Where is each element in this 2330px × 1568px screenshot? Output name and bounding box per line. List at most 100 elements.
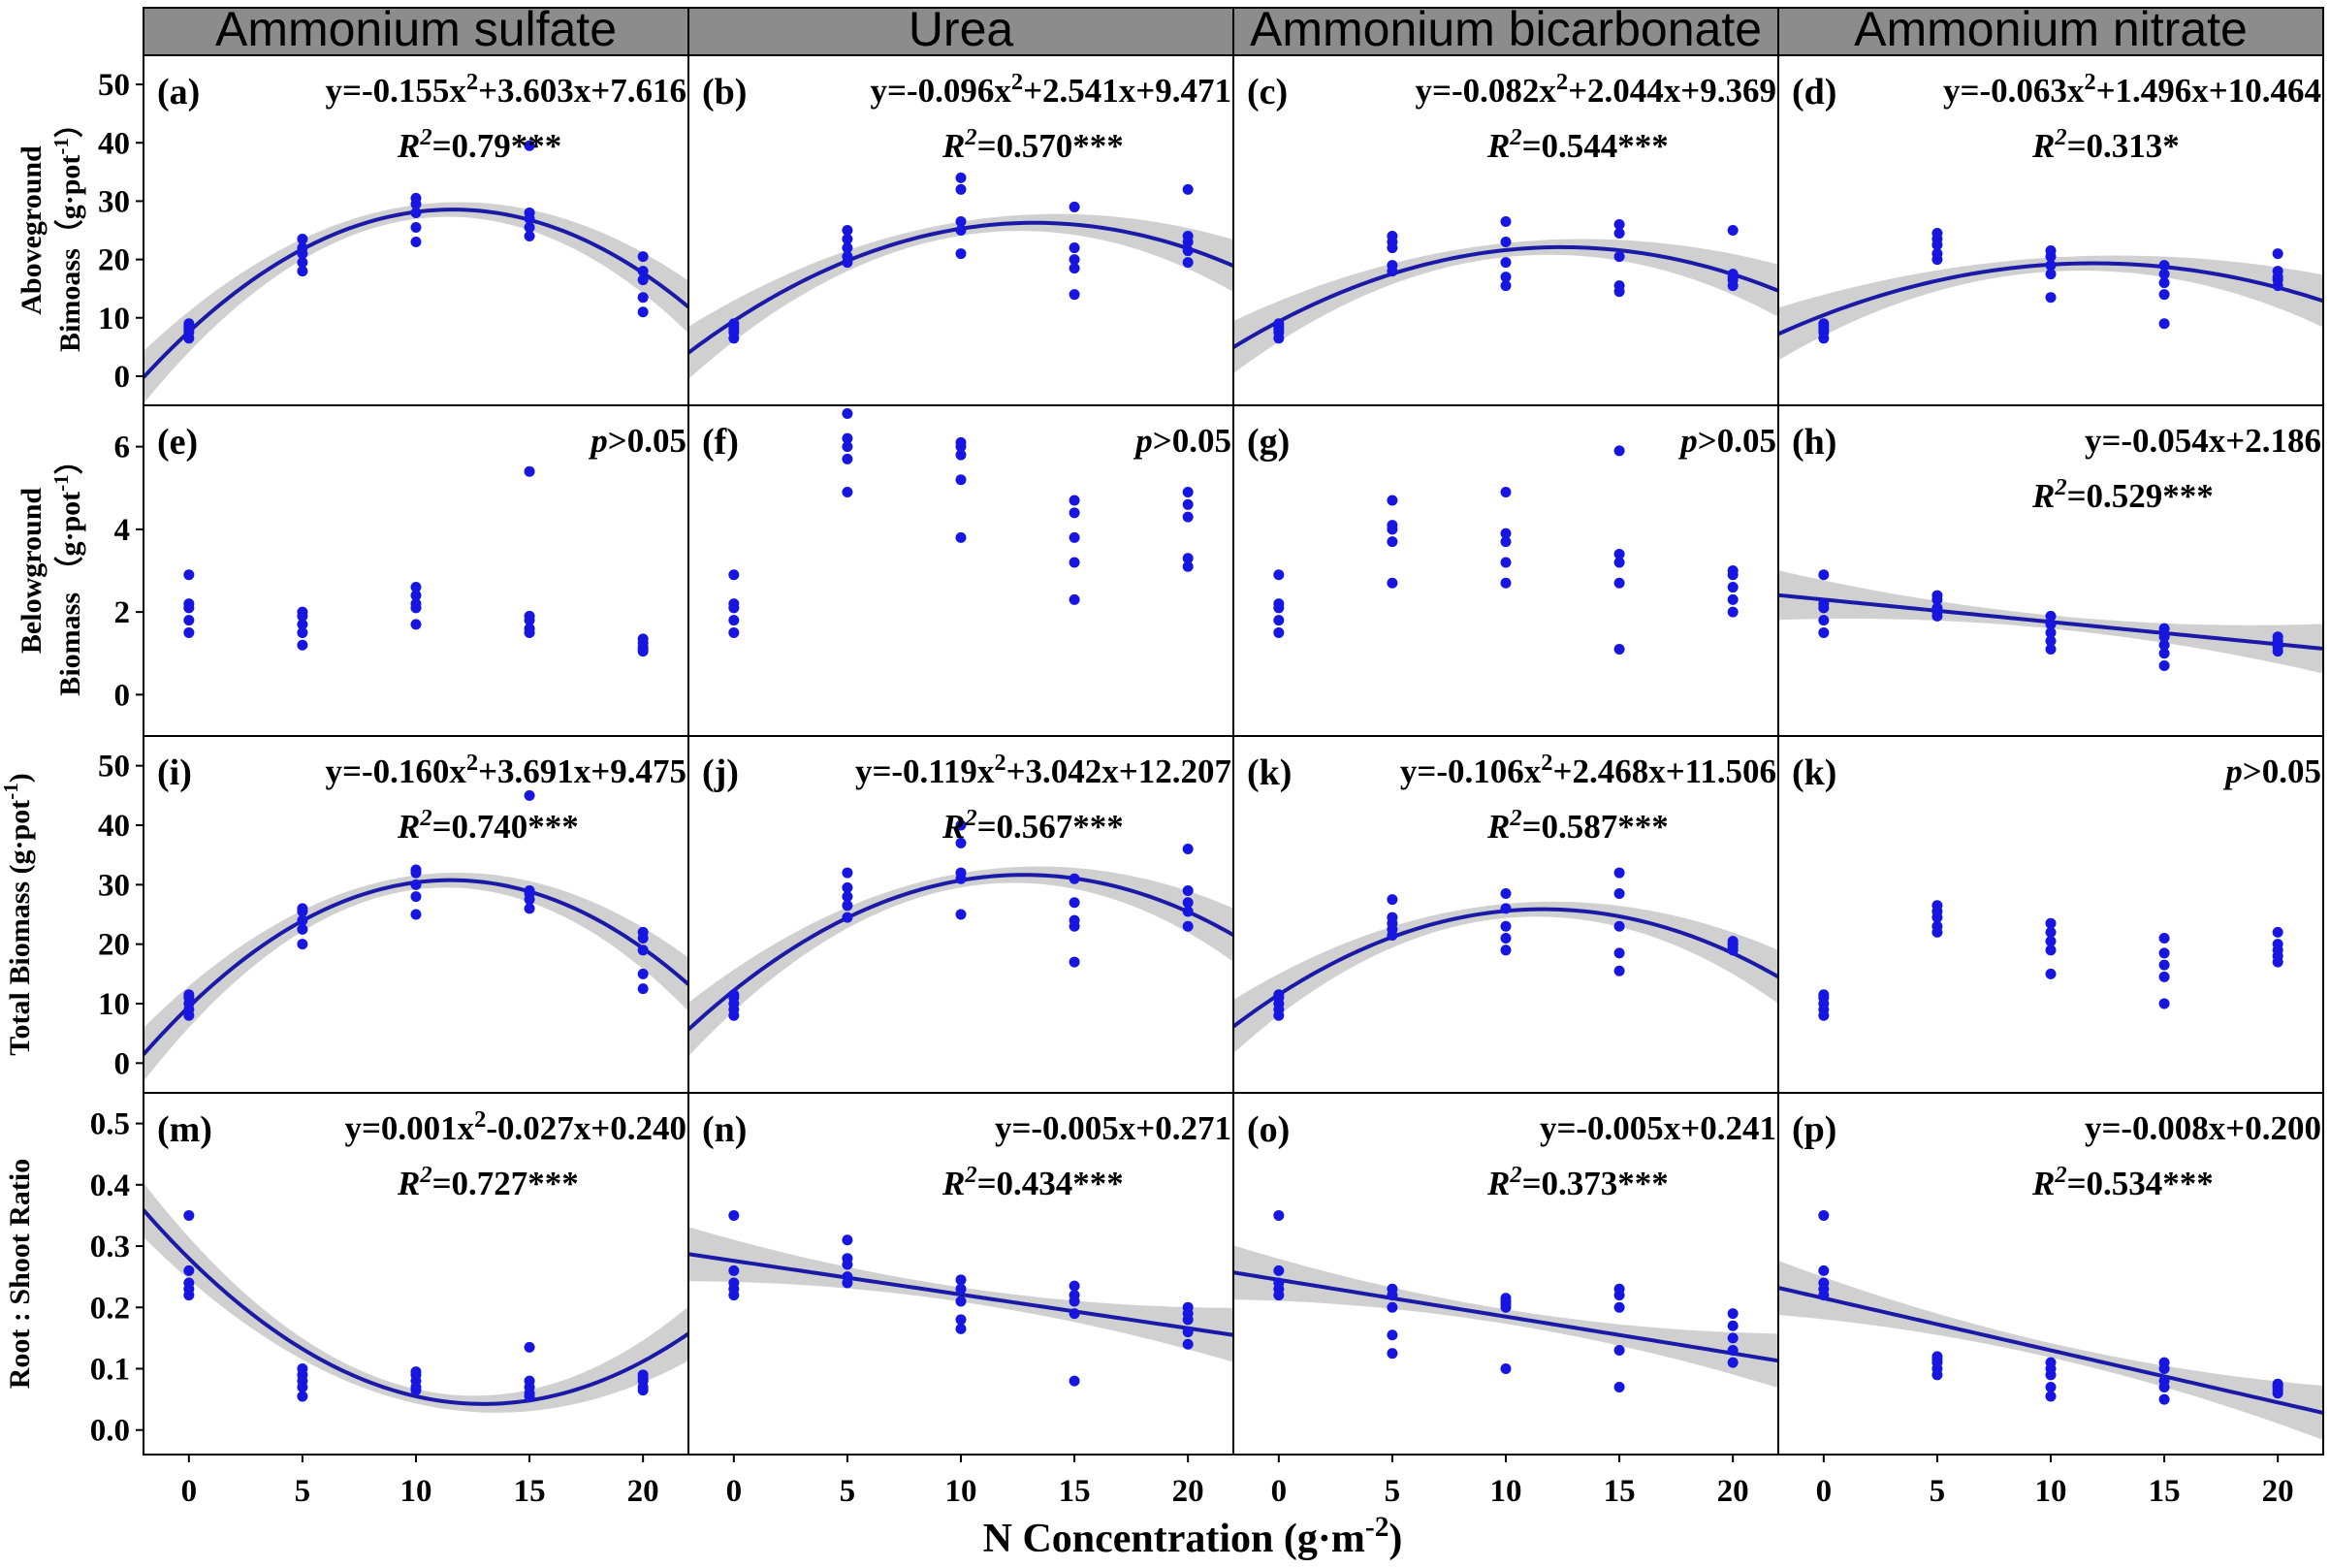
data-point xyxy=(524,789,535,801)
data-point xyxy=(842,225,853,236)
data-point xyxy=(842,242,853,254)
data-point xyxy=(1727,1308,1739,1320)
data-point xyxy=(410,864,422,876)
data-point xyxy=(1931,248,1943,260)
data-point xyxy=(1182,231,1194,242)
data-point xyxy=(1500,237,1512,248)
data-point xyxy=(2272,266,2283,277)
data-point xyxy=(1613,920,1625,932)
y-axis-label-line: Bimoass（g·pot-1） xyxy=(49,109,86,352)
data-point xyxy=(410,221,422,233)
r-squared: R2=0.544*** xyxy=(1486,124,1669,166)
data-point xyxy=(1069,242,1080,254)
data-point xyxy=(1613,557,1625,568)
strip-3 xyxy=(1777,7,2324,56)
fit-equation: y=-0.008x+0.200 xyxy=(2085,1109,2321,1147)
data-point xyxy=(1613,888,1625,900)
r-squared: R2=0.373*** xyxy=(1486,1162,1669,1203)
data-point xyxy=(2158,1357,2170,1368)
y-axis-label-row-3: Root : Shoot Ratio xyxy=(4,1159,36,1390)
data-point xyxy=(1182,884,1194,896)
data-point xyxy=(1500,536,1512,548)
x-tick-label: 15 xyxy=(1604,1474,1636,1509)
data-point xyxy=(728,1277,740,1289)
data-point xyxy=(1182,511,1194,523)
data-point xyxy=(1069,593,1080,605)
data-point xyxy=(410,909,422,920)
fit-equation: y=-0.096x2+2.541x+9.471 xyxy=(871,69,1232,111)
data-point xyxy=(1931,920,1943,932)
confidence-band xyxy=(1233,901,1778,1054)
y-tick-label: 0 xyxy=(114,360,131,395)
data-point xyxy=(410,237,422,248)
data-point xyxy=(1818,598,1830,610)
data-point xyxy=(842,1271,853,1283)
column-title: Urea xyxy=(909,2,1014,56)
data-point xyxy=(1182,897,1194,909)
r-squared: R2=0.529*** xyxy=(2031,474,2214,516)
data-point xyxy=(1182,844,1194,855)
panel-label: (h) xyxy=(1792,422,1836,463)
data-point xyxy=(524,231,535,242)
data-point xyxy=(2158,639,2170,651)
panel-0: (a) y=-0.155x2+3.603x+7.616 R2=0.79*** xyxy=(143,54,689,406)
column-title: Ammonium sulfate xyxy=(215,2,617,56)
data-point xyxy=(297,639,308,651)
data-point xyxy=(955,1296,967,1307)
data-point xyxy=(2158,1375,2170,1387)
data-point xyxy=(728,569,740,581)
fit-line xyxy=(1778,1286,2323,1415)
data-point xyxy=(2272,1378,2283,1390)
data-point xyxy=(1931,900,1943,912)
data-point xyxy=(524,884,535,896)
data-point xyxy=(1818,1277,1830,1289)
data-point xyxy=(842,1234,853,1246)
x-tick-label: 10 xyxy=(2035,1474,2067,1509)
data-point xyxy=(1727,1357,1739,1368)
data-point xyxy=(1500,920,1512,932)
data-point xyxy=(1273,626,1285,638)
data-point xyxy=(1613,965,1625,976)
data-point xyxy=(1818,989,1830,1001)
data-point xyxy=(524,465,535,477)
data-point xyxy=(2158,631,2170,643)
data-point xyxy=(1182,560,1194,572)
data-point xyxy=(842,487,853,498)
r-squared: R2=0.587*** xyxy=(1486,805,1669,847)
data-point xyxy=(842,1253,853,1264)
panel-12: (m) y=0.001x2-0.027x+0.240 R2=0.727*** xyxy=(143,1092,689,1456)
data-point xyxy=(2045,1381,2057,1392)
data-point xyxy=(728,598,740,610)
y-tick-label: 50 xyxy=(98,68,130,103)
data-point xyxy=(2158,1393,2170,1405)
data-point xyxy=(637,266,649,277)
data-point xyxy=(955,225,967,236)
panel-label: (a) xyxy=(157,72,200,112)
data-point xyxy=(297,923,308,935)
data-point xyxy=(1182,920,1194,932)
y-tick-label: 20 xyxy=(98,928,130,963)
x-tick-label: 0 xyxy=(726,1474,743,1509)
column-title: Ammonium nitrate xyxy=(1854,2,2248,56)
fit-equation: y=-0.082x2+2.044x+9.369 xyxy=(1416,69,1777,111)
data-point xyxy=(1387,231,1398,242)
panel-label: (o) xyxy=(1247,1109,1290,1150)
y-tick-label: 0.1 xyxy=(90,1352,130,1387)
panel-label: (b) xyxy=(702,72,747,112)
x-tick-label: 5 xyxy=(295,1474,311,1509)
data-point xyxy=(1613,1345,1625,1357)
y-axis-label-row-2: Total Biomass (g·pot-1) xyxy=(0,773,36,1055)
data-point xyxy=(2045,936,2057,947)
data-point xyxy=(297,234,308,245)
panel-label: (c) xyxy=(1247,72,1288,112)
data-point xyxy=(1613,280,1625,292)
r-squared: R2=0.740*** xyxy=(397,805,579,847)
x-tick-label: 5 xyxy=(1385,1474,1401,1509)
data-point xyxy=(297,626,308,638)
data-point xyxy=(1387,1329,1398,1341)
data-point xyxy=(524,903,535,914)
data-point xyxy=(1273,1209,1285,1221)
x-tick-label: 0 xyxy=(1271,1474,1288,1509)
data-point xyxy=(297,606,308,618)
panel-13: (n) y=-0.005x+0.271 R2=0.434*** xyxy=(687,1092,1234,1456)
